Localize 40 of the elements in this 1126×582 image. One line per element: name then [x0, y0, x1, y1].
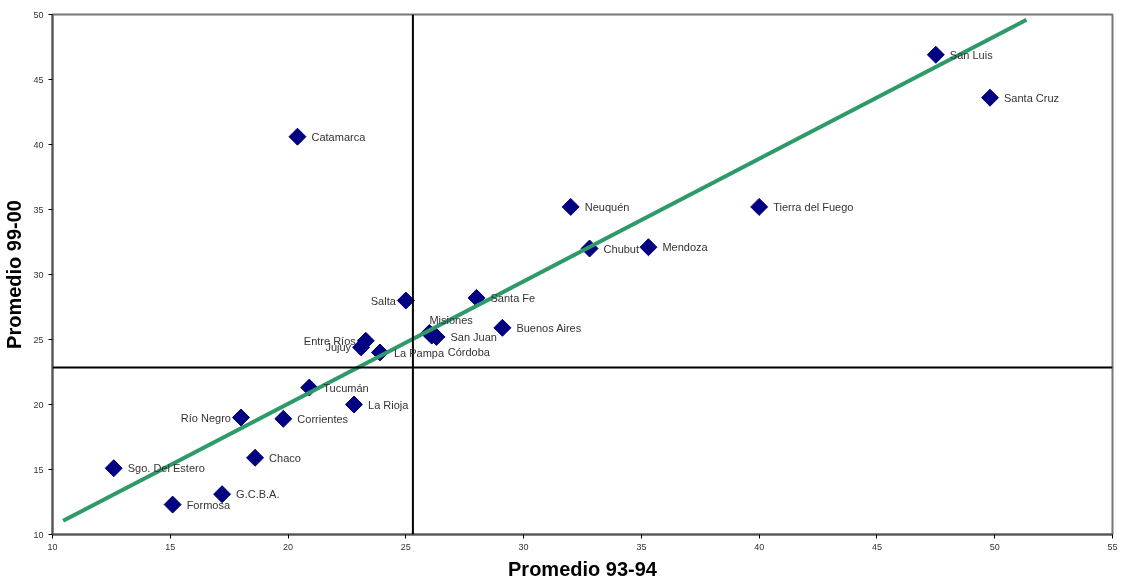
y-tick-label: 15 [33, 464, 44, 475]
y-tick-label: 35 [33, 204, 44, 215]
x-tick-label: 20 [283, 541, 294, 552]
y-tick-label: 45 [33, 74, 44, 85]
annotation: Tierra del Fuego [773, 200, 854, 213]
annotation: La Rioja [368, 398, 410, 411]
x-tick-label: 55 [1107, 541, 1118, 552]
x-axis-title: Promedio 93-94 [508, 557, 658, 580]
annotation: Corrientes [297, 412, 349, 425]
y-axis-title: Promedio 99-00 [3, 200, 26, 349]
annotation: Santa Fe [490, 291, 536, 304]
annotation: Chubut [603, 242, 640, 255]
y-tick-label: 10 [33, 529, 44, 540]
x-tick-label: 25 [400, 541, 411, 552]
annotation: Buenos Aires [516, 321, 582, 334]
x-tick-label: 45 [871, 541, 882, 552]
x-tick-label: 50 [989, 541, 1000, 552]
x-tick-label: 15 [165, 541, 176, 552]
annotation: Catamarca [311, 130, 367, 143]
annotation: Tucumán [323, 381, 369, 394]
y-tick-label: 50 [33, 9, 44, 20]
y-tick-label: 40 [33, 139, 44, 150]
annotation: Salta [370, 294, 397, 307]
annotation: Chaco [269, 451, 301, 464]
x-tick-label: 35 [636, 541, 647, 552]
annotation: Neuquén [584, 200, 630, 213]
y-tick-label: 20 [33, 399, 44, 410]
annotation: Sgo. Del Estero [127, 462, 205, 475]
x-tick-label: 30 [518, 541, 529, 552]
annotation: G.C.B.A. [236, 488, 280, 501]
x-tick-label: 40 [754, 541, 765, 552]
annotation: Córdoba [447, 345, 491, 358]
annotation: Mendoza [662, 241, 709, 254]
annotation: San Juan [450, 330, 497, 343]
y-tick-label: 25 [33, 334, 44, 345]
annotation: Río Negro [180, 411, 231, 424]
annotation: Santa Cruz [1004, 91, 1060, 104]
y-tick-label: 30 [33, 269, 44, 280]
x-tick-label: 10 [47, 541, 58, 552]
annotation: Formosa [186, 498, 231, 511]
